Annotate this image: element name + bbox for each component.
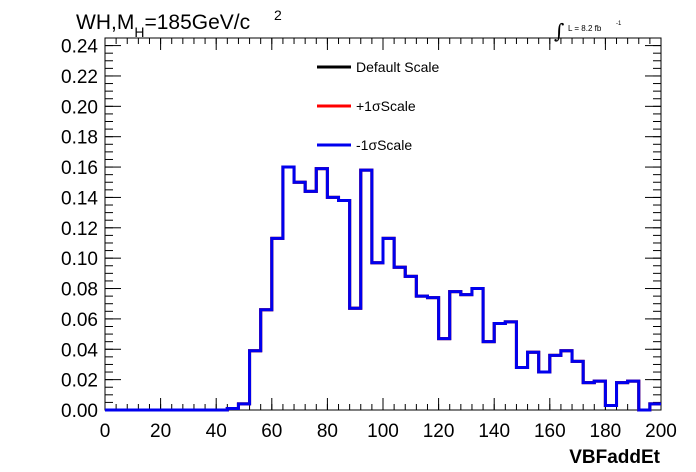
y-tick-label: 0.24 [61,37,98,58]
y-axis: 0.00 0.02 0.04 0.06 0.08 0.10 0.12 0.14 0.16 0.18… [61,37,661,422]
x-tick-label: 100 [367,421,399,442]
y-tick-label: 0.04 [61,340,98,361]
legend-label: Default Scale [356,59,439,75]
y-tick-label: 0.06 [61,310,98,331]
y-tick-label: 0.12 [61,219,98,240]
y-tick-label: 0.08 [61,280,98,301]
x-tick-label: 120 [423,421,455,442]
integral-sign: ∫ [554,19,564,43]
y-tick-label: 0.00 [61,401,98,422]
legend-label: +1σScale [356,98,416,114]
x-tick-label: 0 [100,421,111,442]
x-tick-label: 20 [150,421,171,442]
y-tick-label: 0.16 [61,158,98,179]
y-tick-label: 0.22 [61,67,98,88]
x-tick-label: 140 [478,421,510,442]
y-tick-label: 0.18 [61,128,98,149]
lumi-label: L = 8.2 fb [568,24,602,33]
y-tick-label: 0.10 [61,249,98,270]
y-tick-label: 0.02 [61,371,98,392]
title-subscript: H [134,24,144,40]
series-group [105,165,661,412]
x-tick-label: 200 [645,421,677,442]
x-tick-label: 80 [317,421,338,442]
title-rest: =185GeV/c [144,11,250,34]
y-tick-label: 0.14 [61,188,98,209]
x-tick-label: 180 [590,421,622,442]
legend: Default Scale +1σScale -1σScale [317,59,439,153]
x-axis: 0 20 40 60 80 100 120 140 160 180 200 [100,38,677,442]
chart-title: WH,MH=185GeV/c [76,11,250,40]
title-superscript: 2 [274,7,282,23]
x-tick-label: 40 [206,421,227,442]
series-line-3 [105,165,661,412]
lumi-exponent: -1 [616,21,622,27]
legend-label: -1σScale [356,137,412,153]
x-axis-label: VBFaddEt [569,447,660,468]
x-tick-label: 60 [261,421,282,442]
title-main: WH,M [76,11,134,34]
y-tick-label: 0.20 [61,97,98,118]
x-tick-label: 160 [534,421,566,442]
